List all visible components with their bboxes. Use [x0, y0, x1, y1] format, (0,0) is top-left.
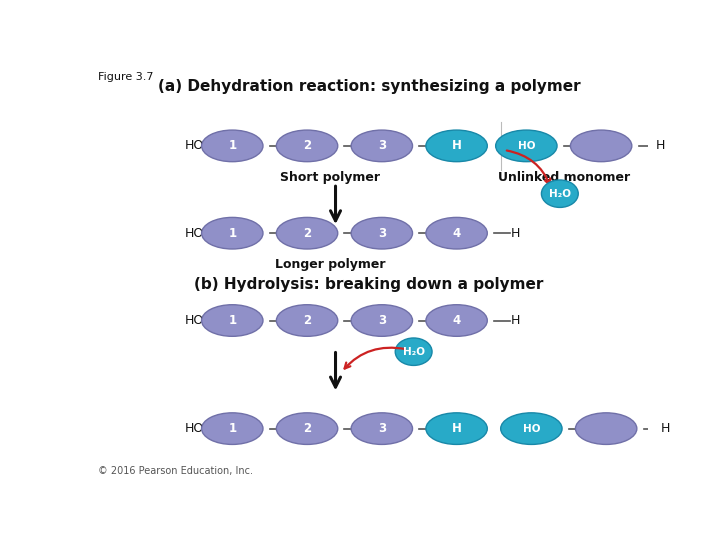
Text: H: H	[510, 227, 520, 240]
Text: H₂O: H₂O	[402, 347, 425, 357]
Ellipse shape	[426, 305, 487, 336]
Ellipse shape	[276, 130, 338, 161]
Text: 2: 2	[303, 422, 311, 435]
Ellipse shape	[351, 305, 413, 336]
Text: © 2016 Pearson Education, Inc.: © 2016 Pearson Education, Inc.	[99, 467, 253, 476]
Ellipse shape	[276, 413, 338, 444]
Text: (a) Dehydration reaction: synthesizing a polymer: (a) Dehydration reaction: synthesizing a…	[158, 79, 580, 94]
Text: 3: 3	[378, 314, 386, 327]
Text: HO: HO	[518, 141, 535, 151]
Text: Figure 3.7: Figure 3.7	[99, 72, 154, 82]
Text: HO: HO	[523, 423, 540, 434]
Text: 2: 2	[303, 139, 311, 152]
Circle shape	[541, 180, 578, 207]
Ellipse shape	[575, 413, 637, 444]
Text: 1: 1	[228, 422, 236, 435]
Ellipse shape	[351, 130, 413, 161]
Text: 2: 2	[303, 314, 311, 327]
Ellipse shape	[202, 413, 263, 444]
Ellipse shape	[351, 413, 413, 444]
Ellipse shape	[351, 218, 413, 249]
Text: 1: 1	[228, 314, 236, 327]
Text: HO: HO	[185, 314, 204, 327]
Circle shape	[395, 338, 432, 366]
Ellipse shape	[500, 413, 562, 444]
Text: 2: 2	[303, 227, 311, 240]
Text: 4: 4	[452, 314, 461, 327]
Text: 1: 1	[228, 227, 236, 240]
Text: 4: 4	[452, 227, 461, 240]
Text: 3: 3	[378, 422, 386, 435]
Ellipse shape	[202, 218, 263, 249]
Ellipse shape	[202, 130, 263, 161]
Text: 1: 1	[228, 139, 236, 152]
Text: Unlinked monomer: Unlinked monomer	[498, 171, 630, 184]
Text: HO: HO	[185, 227, 204, 240]
Text: 3: 3	[378, 227, 386, 240]
Ellipse shape	[202, 305, 263, 336]
Text: HO: HO	[185, 139, 204, 152]
Text: H₂O: H₂O	[549, 188, 571, 199]
Text: H: H	[510, 314, 520, 327]
Text: (b) Hydrolysis: breaking down a polymer: (b) Hydrolysis: breaking down a polymer	[194, 277, 544, 292]
Ellipse shape	[495, 130, 557, 161]
Text: H: H	[451, 139, 462, 152]
Ellipse shape	[276, 305, 338, 336]
Ellipse shape	[570, 130, 632, 161]
Text: H: H	[451, 422, 462, 435]
Text: Short polymer: Short polymer	[281, 171, 380, 184]
Text: Longer polymer: Longer polymer	[275, 258, 386, 271]
Ellipse shape	[426, 130, 487, 161]
Ellipse shape	[426, 218, 487, 249]
Text: HO: HO	[185, 422, 204, 435]
Ellipse shape	[426, 413, 487, 444]
Ellipse shape	[276, 218, 338, 249]
Text: 3: 3	[378, 139, 386, 152]
Text: H: H	[655, 139, 665, 152]
Text: H: H	[660, 422, 670, 435]
